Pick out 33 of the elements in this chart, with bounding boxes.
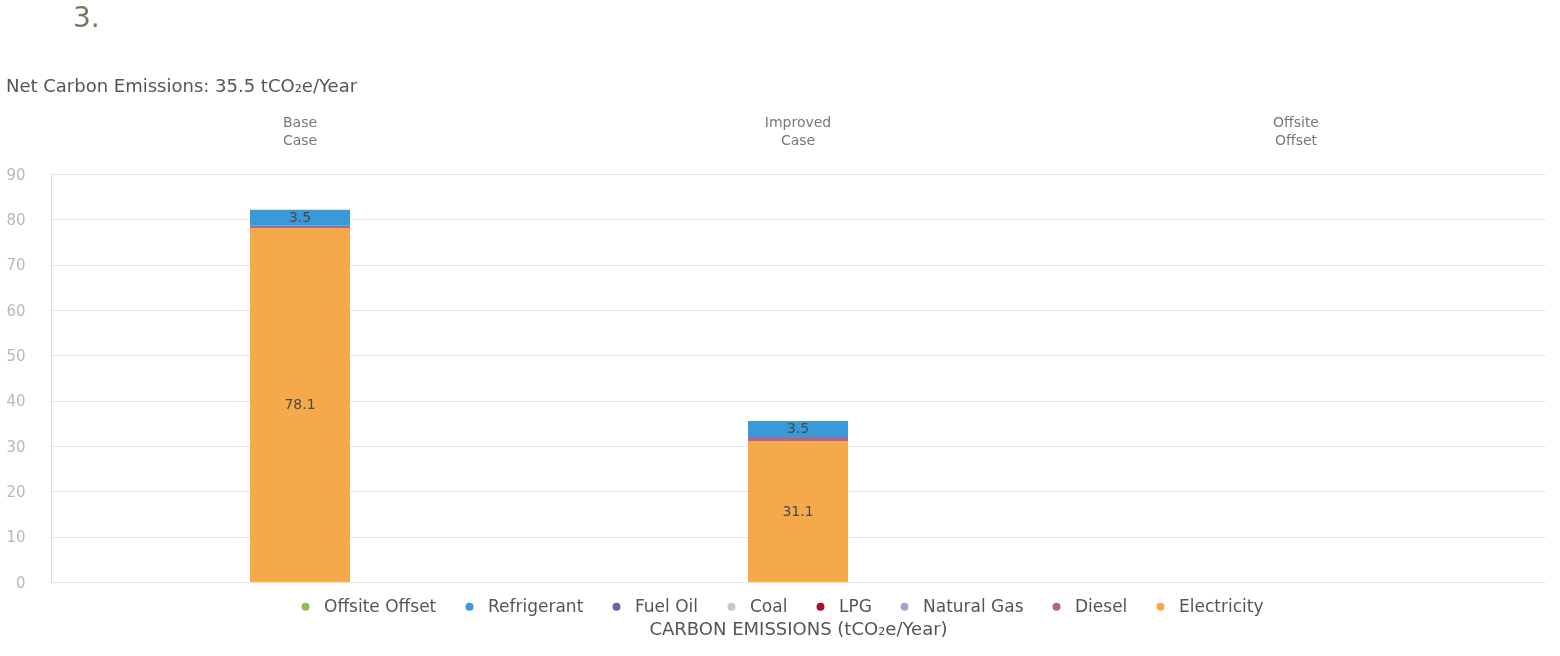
y-tick-label: 50: [6, 346, 26, 365]
legend-label: Natural Gas: [923, 595, 1024, 616]
y-tick-label: 20: [6, 482, 26, 501]
legend-label: LPG: [839, 595, 872, 616]
data-label: 78.1: [284, 395, 316, 412]
chart-title: Net Carbon Emissions: 35.5 tCO₂e/Year: [5, 75, 358, 96]
y-tick-label: 30: [6, 437, 26, 456]
legend-label: Refrigerant: [488, 595, 584, 616]
x-tick-label: Improved Case: [764, 113, 832, 148]
data-label: 3.5: [786, 420, 810, 436]
bar: [250, 227, 350, 582]
x-tick-label: Offsite Offset: [1273, 113, 1319, 148]
y-tick-label: 0: [15, 573, 26, 592]
y-tick-label: 90: [6, 165, 26, 184]
y-tick-label: 40: [6, 392, 26, 411]
y-tick-label: 60: [6, 301, 26, 320]
legend-label: Coal: [750, 595, 788, 616]
legend-label: Electricity: [1179, 595, 1264, 616]
y-tick-label: 70: [6, 256, 26, 275]
x-tick-label: Base Case: [282, 113, 318, 148]
data-label: 3.5: [288, 208, 312, 225]
legend-label: Diesel: [1075, 595, 1128, 616]
text: 3.: [73, 1, 100, 34]
bar: [748, 421, 848, 437]
data-label: 31.1: [782, 502, 814, 519]
x-axis-title: CARBON EMISSIONS (tCO₂e/Year): [649, 617, 948, 639]
bar: [748, 436, 848, 442]
y-tick-label: 80: [6, 210, 26, 229]
bar: [748, 441, 848, 582]
legend-label: Fuel Oil: [635, 595, 699, 616]
y-tick-label: 10: [6, 528, 26, 547]
bar: [250, 209, 350, 226]
legend-label: Offsite Offset: [324, 595, 437, 616]
